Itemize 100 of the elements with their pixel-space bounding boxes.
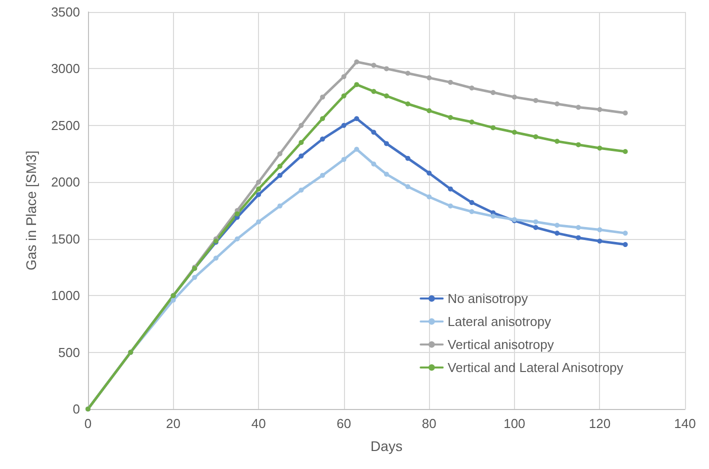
point [405, 156, 410, 161]
x-tick-label: 140 [674, 416, 696, 431]
point [277, 164, 282, 169]
y-tick-label: 0 [72, 402, 80, 416]
y-tick-label: 1000 [51, 288, 80, 304]
legend-label: Vertical anisotropy [448, 337, 554, 352]
point [298, 122, 304, 128]
point [533, 98, 538, 103]
point [576, 225, 581, 230]
point [622, 230, 628, 236]
y-tick-label: 2500 [51, 118, 80, 133]
point [256, 186, 262, 192]
point [170, 298, 176, 303]
point [554, 230, 560, 236]
x-tick-label: 60 [336, 416, 352, 431]
legend-label: Vertical and Lateral Anisotropy [448, 360, 624, 375]
y-tick-label: 1500 [51, 231, 80, 246]
point [320, 94, 326, 100]
point [469, 86, 474, 90]
point [448, 114, 453, 120]
point [277, 172, 282, 178]
x-tick-label: 0 [84, 416, 92, 431]
point [512, 130, 517, 135]
x-tick-label: 20 [166, 416, 181, 431]
point [490, 214, 496, 219]
point [597, 146, 602, 151]
point [298, 188, 304, 193]
point [533, 134, 538, 140]
point [512, 94, 517, 100]
point [533, 225, 538, 230]
point [213, 256, 218, 261]
point [622, 242, 628, 248]
point [298, 140, 304, 145]
point [469, 200, 474, 206]
point [576, 235, 581, 240]
point [341, 74, 346, 80]
point [354, 116, 360, 122]
point [554, 101, 560, 106]
point [405, 101, 410, 106]
point [256, 192, 262, 198]
y-tick-label: 2000 [51, 174, 80, 190]
point [622, 110, 628, 116]
point [597, 107, 602, 112]
x-tick-label: 40 [251, 416, 266, 431]
point [448, 203, 453, 208]
point [256, 180, 262, 185]
point [469, 120, 474, 125]
point [371, 62, 376, 68]
point [354, 82, 360, 88]
point [354, 59, 360, 64]
point [384, 93, 389, 98]
point [341, 93, 346, 98]
point [490, 90, 496, 96]
point [341, 122, 346, 128]
point [354, 146, 360, 152]
point [320, 116, 326, 122]
point [426, 75, 432, 80]
point [597, 238, 602, 244]
point [622, 149, 628, 154]
point [384, 141, 389, 146]
point [277, 151, 282, 156]
y-tick-label: 3000 [51, 61, 80, 76]
point [490, 125, 496, 130]
y-tick-label: 3500 [51, 4, 80, 20]
point [405, 184, 410, 190]
point [405, 70, 410, 76]
point [384, 66, 389, 72]
point [448, 186, 453, 192]
x-tick-label: 100 [504, 416, 526, 431]
point [384, 172, 389, 177]
point [426, 170, 432, 176]
legend-label: Lateral anisotropy [448, 314, 552, 329]
point [192, 274, 198, 280]
point [426, 194, 432, 200]
point [576, 104, 581, 110]
point [371, 88, 376, 94]
point [371, 161, 376, 166]
point [448, 80, 453, 85]
y-axis-title: Gas in Place [SM3] [23, 150, 39, 270]
point [234, 236, 240, 242]
point [554, 222, 560, 228]
point [320, 136, 326, 142]
point [576, 142, 581, 148]
point [256, 219, 262, 224]
y-tick-label: 500 [58, 344, 80, 360]
point [234, 211, 240, 216]
x-tick-label: 120 [588, 416, 611, 431]
point [554, 138, 560, 144]
point [277, 203, 282, 208]
point [426, 108, 432, 114]
point [597, 227, 602, 232]
x-tick-label: 80 [422, 416, 436, 431]
legend-label: No anisotropy [448, 291, 528, 306]
point [469, 209, 474, 214]
point [533, 219, 538, 224]
point [371, 130, 376, 135]
x-axis-title: Days [370, 438, 402, 454]
point [298, 154, 304, 159]
point [320, 172, 326, 178]
point [341, 156, 346, 162]
